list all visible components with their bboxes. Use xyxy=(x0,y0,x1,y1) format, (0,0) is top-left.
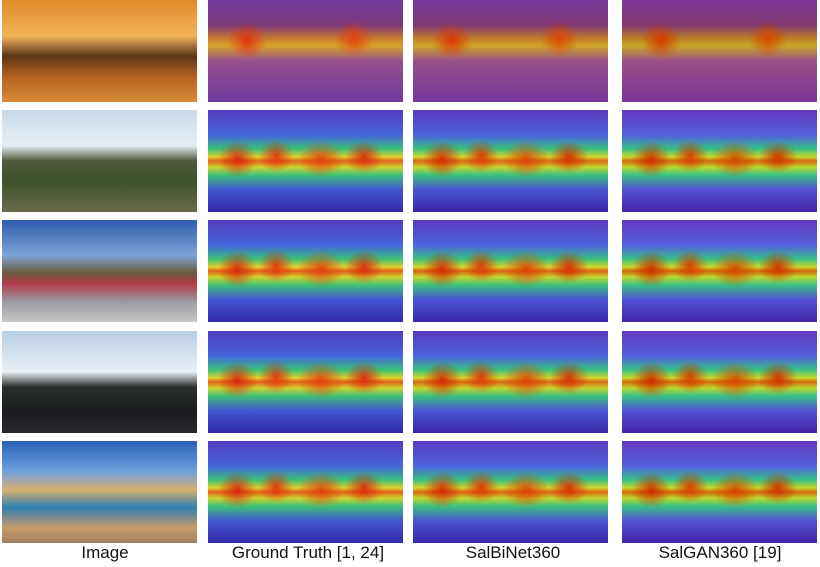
saliency-map xyxy=(413,441,608,543)
panorama-image xyxy=(2,220,197,322)
panorama-image xyxy=(2,331,197,433)
saliency-map xyxy=(208,441,403,543)
column-label: SalGAN360 [19] xyxy=(658,543,782,562)
panorama-image xyxy=(2,441,197,543)
column-label: Ground Truth [1, 24] xyxy=(231,543,385,562)
panorama-image xyxy=(2,0,197,102)
saliency-map xyxy=(622,441,817,543)
saliency-map xyxy=(622,110,817,212)
saliency-map xyxy=(413,0,608,102)
saliency-map xyxy=(413,331,608,433)
saliency-map xyxy=(208,110,403,212)
column-label: Image xyxy=(81,543,129,562)
saliency-map xyxy=(208,331,403,433)
column-label: SalBiNet360 xyxy=(465,543,561,562)
panorama-image xyxy=(2,110,197,212)
saliency-map xyxy=(208,220,403,322)
saliency-map xyxy=(622,0,817,102)
saliency-map xyxy=(622,220,817,322)
saliency-map xyxy=(413,220,608,322)
saliency-map xyxy=(622,331,817,433)
saliency-map xyxy=(413,110,608,212)
saliency-map xyxy=(208,0,403,102)
